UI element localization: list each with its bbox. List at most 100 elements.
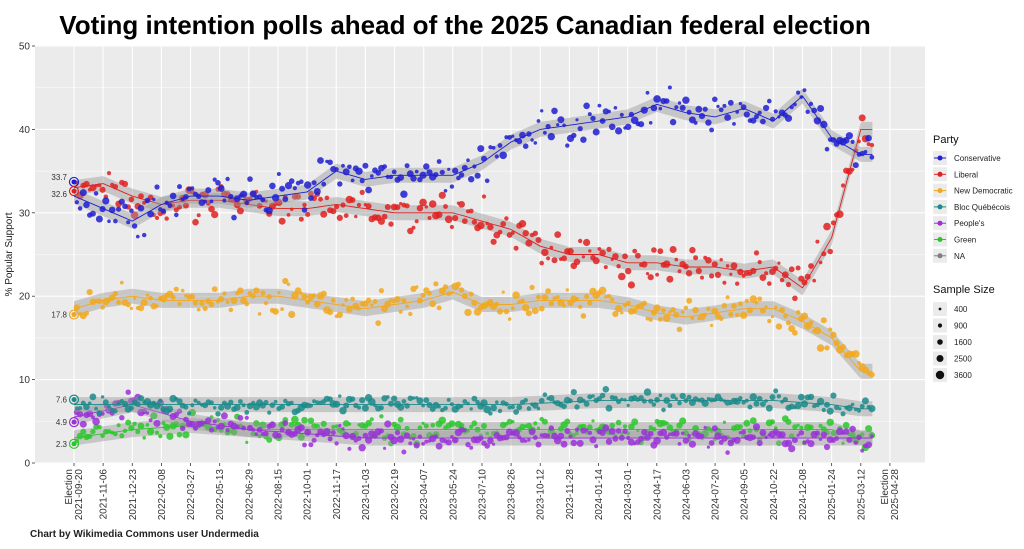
poll-point [456,175,461,181]
poll-point [359,189,365,195]
poll-point [667,85,672,90]
poll-point [716,104,720,109]
y-axis-label: % Popular Support [4,212,15,296]
poll-point [752,423,761,431]
poll-point [721,302,728,309]
poll-point [137,204,145,212]
poll-point [464,308,472,317]
poll-point [703,425,707,430]
poll-point [504,216,509,221]
poll-point [542,392,548,398]
legend-dot [937,171,943,177]
poll-point [507,405,512,410]
poll-point [288,178,295,184]
poll-point [687,433,691,438]
legend-dot [937,204,943,210]
poll-point [623,398,627,402]
poll-point [605,404,613,412]
poll-point [408,311,413,317]
poll-point [180,425,186,432]
poll-point [845,132,854,140]
poll-point [615,419,622,426]
poll-point [349,197,356,203]
poll-point [177,184,182,190]
poll-point [330,430,336,436]
poll-point [830,392,837,399]
poll-point [583,238,591,247]
poll-point [680,310,685,314]
poll-point [599,249,606,257]
poll-point [533,141,538,145]
poll-point [794,402,802,410]
poll-point [673,311,680,318]
poll-point [177,301,182,307]
poll-point [612,435,619,442]
poll-point [692,425,699,432]
poll-point [705,257,712,264]
poll-point [821,407,826,413]
poll-point [503,308,510,315]
poll-point [99,186,106,193]
poll-point [423,397,430,403]
poll-point [280,307,284,311]
poll-point [798,430,804,436]
poll-point [869,371,875,378]
poll-point [443,189,448,193]
poll-point [458,426,465,433]
poll-point [308,442,314,448]
poll-point [147,210,155,218]
poll-point [397,403,405,411]
poll-point [375,320,382,326]
poll-point [136,234,140,239]
poll-point [180,288,185,293]
poll-point [661,307,666,313]
election-result-label: 4.9 [56,418,68,427]
poll-point [286,213,291,217]
election-result-ring [68,186,80,197]
poll-point [471,420,478,427]
poll-point [773,388,779,394]
poll-point [606,246,612,252]
poll-point [674,397,678,401]
poll-point [420,292,426,298]
poll-point [823,443,831,451]
poll-point [791,437,798,444]
poll-point [414,169,419,174]
poll-point [603,265,608,270]
poll-point [461,218,468,225]
poll-point [112,290,119,297]
poll-point [266,294,272,300]
poll-point [302,202,307,208]
poll-point [480,399,488,407]
poll-point [730,262,738,270]
poll-point [729,272,733,276]
poll-point [811,107,818,114]
poll-point [632,248,638,254]
x-tick-label: 2023-08-26 [507,469,518,521]
poll-point [254,432,259,436]
poll-point [452,215,459,222]
poll-point [350,296,355,302]
poll-point [551,257,558,264]
poll-point [350,178,355,183]
poll-point [699,433,705,439]
poll-point [349,432,357,441]
poll-point [738,396,743,401]
poll-point [343,213,349,219]
poll-point [812,278,817,283]
poll-point [802,88,807,93]
poll-point [677,101,682,105]
poll-point [587,424,593,431]
poll-point [546,256,551,261]
poll-point [182,202,189,209]
poll-point [411,225,416,230]
poll-point [578,304,583,309]
poll-point [95,215,103,223]
poll-point [519,437,526,443]
poll-point [342,432,350,440]
poll-point [250,431,256,437]
poll-point [669,246,677,253]
poll-point [436,305,442,311]
poll-point [205,417,212,424]
poll-point [384,420,392,428]
